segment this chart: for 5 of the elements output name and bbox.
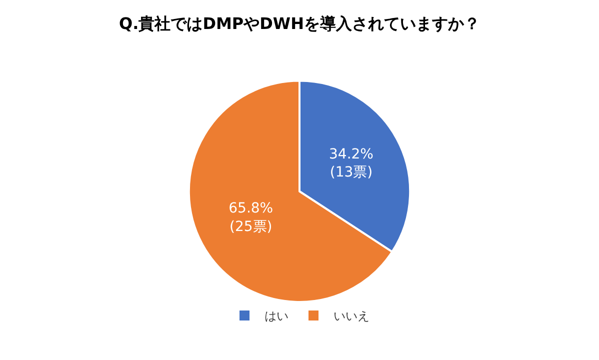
chart-title: Q.貴社ではDMPやDWHを導入されていますか？ (119, 14, 480, 34)
data-label: 65.8% (25票) (228, 200, 274, 235)
legend-label: いいえ (334, 309, 370, 324)
data-label: 34.2% (13票) (329, 146, 374, 180)
legend-label: はい (264, 309, 288, 324)
